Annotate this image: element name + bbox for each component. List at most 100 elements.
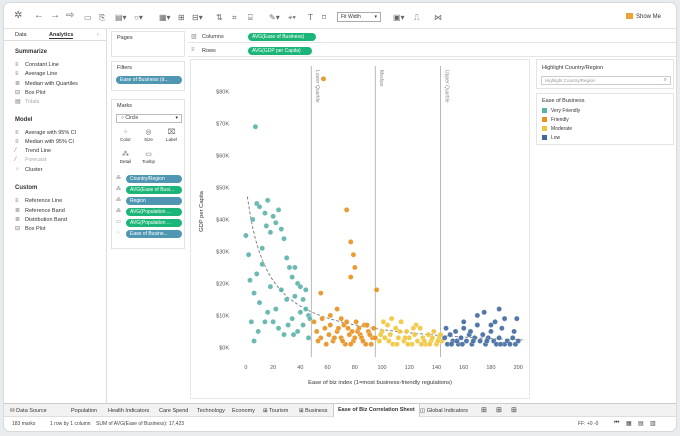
new-dashboard-icon[interactable]: ⊞ [496, 407, 502, 414]
sort-descending-icon[interactable]: ⊟▾ [192, 13, 203, 22]
tab-data[interactable]: Data [15, 32, 27, 38]
analytics-item[interactable]: ⁘ Cluster [15, 167, 43, 173]
filters-card[interactable]: Filters Ease of Business (d... [111, 61, 185, 91]
pin-icon[interactable]: ⌖▾ [288, 13, 296, 22]
tooltip-button[interactable]: ▭ Tooltip [139, 150, 158, 166]
data-point [273, 219, 279, 226]
collapse-icon[interactable]: ‹ [97, 32, 99, 38]
analytics-item[interactable]: ≣ Distribution Band [15, 217, 67, 223]
refresh-icon[interactable]: ○▾ [134, 13, 143, 22]
forward-icon[interactable]: ⇨ [66, 10, 75, 21]
tooltip-icon[interactable]: ⌑ [322, 13, 327, 22]
sheet-tabs-bar: ⛁ Data Source Population Health Indicato… [4, 403, 676, 418]
sheet-tab[interactable]: Care Spend [159, 408, 189, 414]
data-point [275, 325, 282, 331]
new-sheet-icon[interactable]: ▤▾ [115, 13, 127, 22]
constant-line-icon: ≡ [15, 62, 19, 68]
data-source-tab[interactable]: ⛁ Data Source [10, 408, 47, 414]
device-preview-icon[interactable]: ⎍ [414, 13, 420, 22]
detail-button[interactable]: ⁂ Detail [116, 150, 135, 166]
undo-icon[interactable]: ← [34, 10, 44, 21]
new-datasource-icon[interactable]: ⎘ [99, 13, 106, 22]
sheet-tab[interactable]: Technology [197, 408, 225, 414]
analytics-item[interactable]: ≣ Median with Quartiles [15, 81, 78, 87]
marks-pill[interactable]: Country/Region [126, 175, 182, 183]
data-point [267, 283, 274, 290]
data-point [405, 341, 411, 347]
analytics-item[interactable]: ⁄ Trend Line [15, 148, 52, 154]
grid-icon[interactable]: ▦ [626, 421, 632, 427]
median-icon: ≣ [15, 81, 21, 87]
data-point [290, 331, 297, 338]
columns-shelf[interactable]: ▥ Columns AVG(Ease of Business) [188, 31, 676, 43]
active-sheet-tab[interactable]: Ease of Biz Correlation Sheet [333, 404, 420, 418]
size-button[interactable]: ◎ Size [139, 128, 158, 144]
group-icon[interactable]: ⌗ [232, 13, 237, 22]
chart-icon [626, 13, 633, 19]
analytics-item[interactable]: ≡ Average with 95% CI [15, 130, 77, 136]
data-point [460, 325, 467, 331]
text-icon[interactable]: T [308, 13, 313, 22]
sheet-tab[interactable]: Population [71, 408, 97, 414]
data-point [356, 325, 362, 331]
tab-analytics[interactable]: Analytics [49, 32, 74, 39]
legend-item[interactable]: Moderate [542, 126, 572, 132]
label-button[interactable]: ⌧ Label [162, 128, 181, 144]
analytics-item[interactable]: ≣ Reference Band [15, 208, 65, 214]
analytics-item[interactable]: ⊟ Box Plot [15, 90, 46, 96]
swap-icon[interactable]: ▦▾ [159, 13, 171, 22]
analytics-item[interactable]: ⊟ Box Plot [15, 226, 46, 232]
redo-icon[interactable]: → [50, 10, 60, 21]
rows-shelf[interactable]: ≡ Rows AVG(GDP per Capita) [188, 45, 676, 57]
view-area[interactable]: Lower Quartile Median Upper Quartile $0K $10… [190, 59, 530, 399]
scatter-chart[interactable]: Lower Quartile Median Upper Quartile $0K $10… [191, 60, 529, 398]
sort-ascending-icon[interactable]: ⊞ [178, 13, 185, 22]
data-point [353, 319, 359, 325]
legend-item[interactable]: Very Friendly [542, 108, 580, 114]
tableau-window: ✲ ← → ⇨ ▭ ⎘ ▤▾ ○▾ ▦▾ ⊞ ⊟▾ ⇅ ⌗ ⌸ ✎▾ ⌖▾ T … [4, 3, 676, 431]
x-tick-label: 180 [486, 365, 495, 371]
new-story-icon[interactable]: ⊞ [511, 407, 517, 414]
presentation-icon[interactable]: ▣▾ [393, 13, 405, 22]
tableau-logo-icon[interactable]: ✲ [14, 10, 23, 21]
mark-type-select[interactable]: ○ Circle ▾ [116, 114, 182, 123]
highlight-icon[interactable]: ✎▾ [269, 13, 280, 22]
first-page-icon[interactable]: ⏮ [614, 420, 620, 426]
highlight-input[interactable]: Highlight Country/Region ⌕ [541, 76, 671, 85]
marks-pill[interactable]: AVG(Population ... [126, 208, 182, 216]
new-sheet-icon[interactable]: ⊞ [481, 407, 487, 414]
sort-icon[interactable]: ⇅ [216, 13, 223, 22]
legend-item[interactable]: Low [542, 135, 560, 141]
show-me-button[interactable]: Show Me [626, 13, 661, 20]
analytics-item[interactable]: ≡ Median with 95% CI [15, 139, 74, 145]
list-icon[interactable]: ▤ [638, 421, 644, 427]
analytics-item[interactable]: ≡ Constant Line [15, 62, 59, 68]
sheet-tab[interactable]: ⊞ Tourism [263, 408, 289, 414]
save-icon[interactable]: ▭ [84, 13, 92, 22]
data-point [335, 325, 342, 331]
data-point [458, 335, 464, 341]
data-point [327, 322, 334, 328]
data-point [350, 251, 357, 258]
sheet-tab[interactable]: Economy [232, 408, 255, 414]
fit-select[interactable]: Fit Width ▾ [337, 12, 381, 22]
sheet-tab[interactable]: ⊞ Business [299, 408, 328, 414]
marks-pill[interactable]: Region [126, 197, 182, 205]
marks-pill[interactable]: Ease of Busine... [126, 230, 182, 238]
sheet-tab[interactable]: ◫ Global Indicators [420, 408, 469, 414]
rows-pill[interactable]: AVG(GDP per Capita) [248, 47, 312, 55]
columns-pill[interactable]: AVG(Ease of Business) [248, 33, 316, 41]
legend-item[interactable]: Friendly [542, 117, 569, 123]
analytics-item[interactable]: ≡ Reference Line [15, 198, 63, 204]
filmstrip-icon[interactable]: ▥ [650, 421, 656, 427]
color-button[interactable]: ⁘ Color [116, 128, 135, 144]
data-point [395, 335, 402, 341]
share-icon[interactable]: ⋈ [434, 13, 442, 22]
pages-card[interactable]: Pages [111, 31, 185, 57]
filter-pill[interactable]: Ease of Business (d... [116, 76, 182, 84]
labels-icon[interactable]: ⌸ [248, 13, 253, 22]
sheet-tab[interactable]: Health Indicators [108, 408, 150, 414]
marks-pill[interactable]: AVG(Ease of Busi... [126, 186, 182, 194]
analytics-item[interactable]: ≡ Average Line [15, 71, 58, 77]
marks-pill[interactable]: AVG(Population ... [126, 219, 182, 227]
